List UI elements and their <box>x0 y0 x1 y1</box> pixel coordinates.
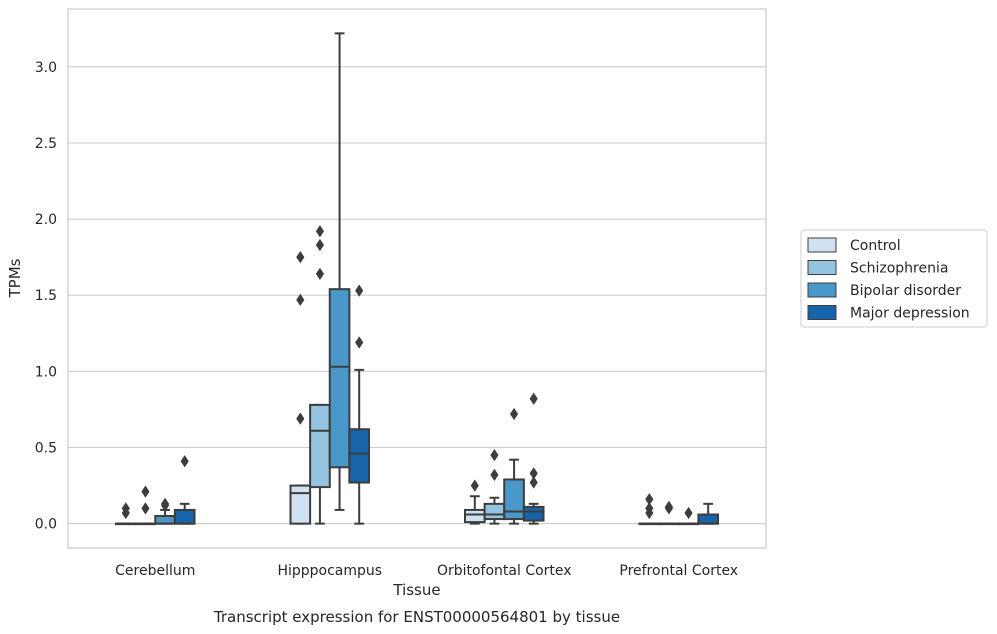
outlier-point <box>296 293 305 306</box>
box-iqr <box>289 484 312 525</box>
box-schizophrenia <box>483 448 506 525</box>
y-tick-label: 2.0 <box>35 212 57 228</box>
box-iqr <box>309 403 331 489</box>
box-schizophrenia <box>658 500 680 526</box>
outlier-point <box>509 407 519 421</box>
outlier-point <box>160 497 170 510</box>
box-iqr <box>522 505 545 522</box>
outlier-point <box>645 493 654 506</box>
y-tick-label: 1.0 <box>35 364 57 380</box>
outlier-point <box>141 485 150 498</box>
outlier-point <box>490 468 499 482</box>
box-major-depression <box>173 455 196 525</box>
box-bipolar-disorder <box>328 32 351 511</box>
grid-lines <box>68 66 766 525</box>
box-schizophrenia <box>309 225 331 525</box>
outlier-point <box>470 479 479 492</box>
box-iqr <box>173 508 196 525</box>
outlier-point <box>315 267 325 281</box>
box-bipolar-disorder <box>677 506 700 526</box>
y-tick-label: 2.5 <box>35 136 57 152</box>
outlier-point <box>296 412 305 425</box>
outlier-point <box>684 506 693 520</box>
box-series <box>114 32 720 526</box>
legend-swatch <box>807 305 837 320</box>
legend-swatch <box>807 237 837 253</box>
outlier-point <box>296 251 305 264</box>
plot-area-frame <box>67 8 767 549</box>
box-control <box>114 502 137 526</box>
box-major-depression <box>348 284 371 525</box>
box-schizophrenia <box>134 485 157 526</box>
outlier-point <box>141 502 150 515</box>
legend-label: Major depression <box>850 306 970 322</box>
box-control <box>463 479 486 525</box>
box-control <box>638 493 661 526</box>
box-control <box>289 251 312 525</box>
outlier-point <box>529 392 538 405</box>
outlier-point <box>355 336 364 349</box>
x-tick-label: Hipppocampus <box>277 563 382 579</box>
legend-frame <box>800 229 988 328</box>
chart-caption: Transcript expression for ENST0000056480… <box>213 608 620 626</box>
outlier-point <box>315 225 325 238</box>
x-axis-title: Tissue <box>392 581 440 599</box>
outlier-point <box>355 284 364 297</box>
box-iqr <box>503 478 525 521</box>
legend-label: Bipolar disorder <box>850 283 961 299</box>
box-bipolar-disorder <box>503 407 525 525</box>
x-axis-ticks: Cerebellum Hipppocampus Orbitofontal Corte… <box>115 563 738 579</box>
legend-label: Control <box>850 238 901 254</box>
outlier-point <box>645 502 654 515</box>
y-axis-title: TPMs <box>6 258 24 298</box>
box-iqr <box>348 428 371 484</box>
outlier-point <box>490 448 499 462</box>
legend-swatch <box>807 260 837 275</box>
outlier-point <box>664 500 674 514</box>
box-iqr <box>697 513 720 525</box>
y-tick-label: 3.0 <box>35 60 57 76</box>
outlier-point <box>180 455 189 468</box>
outlier-point <box>529 467 538 480</box>
y-tick-label: 0.5 <box>35 441 57 457</box>
outlier-point <box>315 238 325 252</box>
outlier-point <box>121 502 130 515</box>
legend: Control Schizophrenia Bipolar disorder Majo… <box>800 229 988 328</box>
y-tick-label: 1.5 <box>35 288 57 304</box>
outlier-point <box>529 476 538 489</box>
box-major-depression <box>697 502 720 525</box>
box-iqr <box>483 502 506 521</box>
x-tick-label: Cerebellum <box>115 563 195 579</box>
box-bipolar-disorder <box>154 497 176 525</box>
y-tick-label: 0.0 <box>35 517 57 533</box>
box-iqr <box>463 508 486 524</box>
box-iqr <box>154 515 176 525</box>
x-tick-label: Prefrontal Cortex <box>619 563 738 579</box>
legend-label: Schizophrenia <box>850 261 948 277</box>
box-iqr <box>328 288 351 469</box>
legend-swatch <box>807 282 837 298</box>
box-major-depression <box>522 392 545 525</box>
y-axis-ticks: 0.0 0.5 1.0 1.5 2.0 2.5 3.0 <box>35 60 57 533</box>
x-tick-label: Orbitofontal Cortex <box>437 563 572 579</box>
